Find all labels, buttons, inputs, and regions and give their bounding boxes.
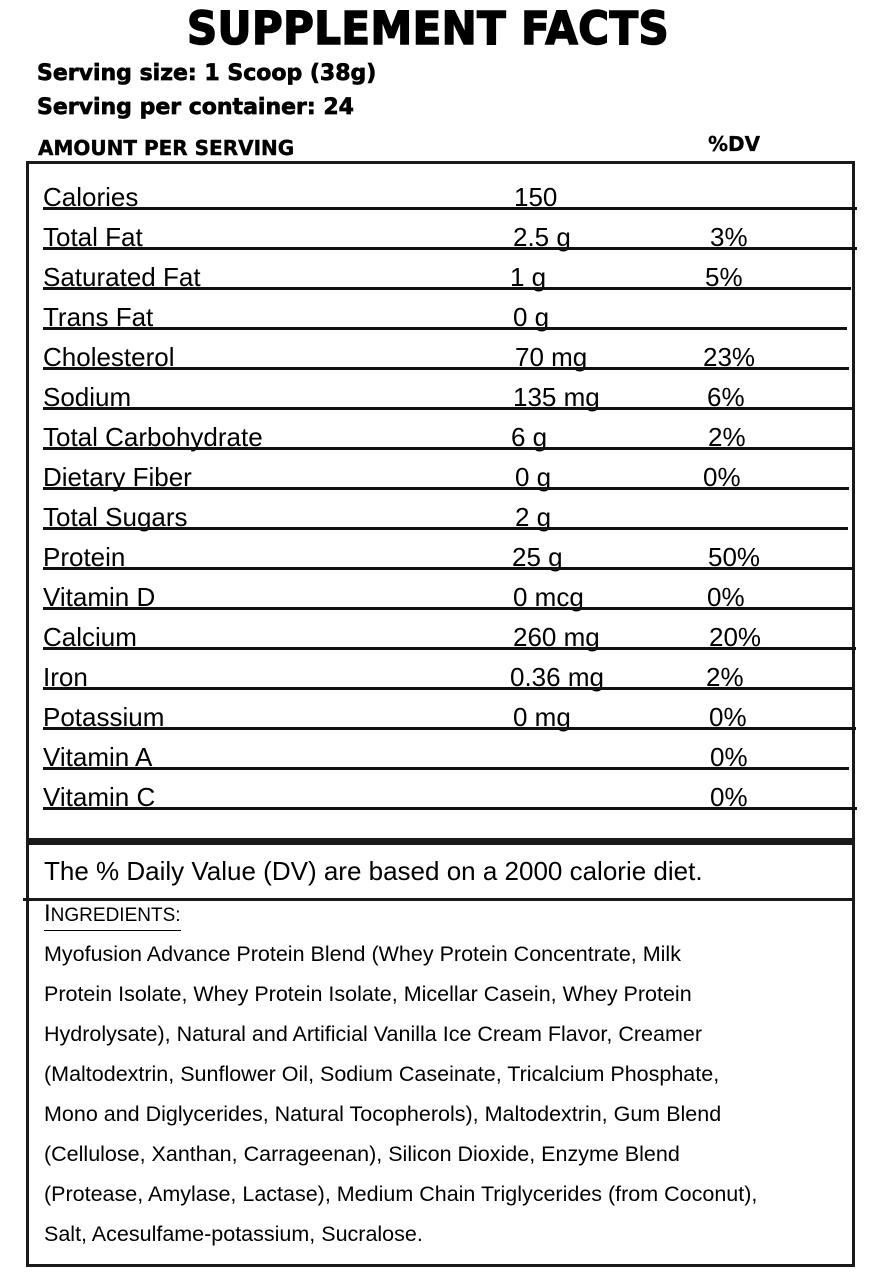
nutrient-row: Iron 0.36 mg 2% bbox=[0, 648, 880, 692]
row-divider bbox=[43, 567, 854, 570]
serving-size: Serving size: 1 Scoop (38g) bbox=[37, 61, 377, 87]
nutrient-row: Dietary Fiber 0 g 0% bbox=[0, 448, 880, 492]
row-divider bbox=[43, 687, 853, 690]
row-divider bbox=[43, 487, 849, 490]
nutrient-row: Sodium 135 mg 6% bbox=[0, 368, 880, 412]
row-divider bbox=[43, 407, 853, 410]
ingredients-line: Myofusion Advance Protein Blend (Whey Pr… bbox=[44, 942, 681, 966]
nutrient-row: Potassium 0 mg 0% bbox=[0, 688, 880, 732]
nutrient-row: Vitamin C 0% bbox=[0, 768, 880, 812]
ingredients-heading: INGREDIENTS: bbox=[44, 900, 181, 931]
row-divider bbox=[43, 287, 851, 290]
nutrient-row: Vitamin D 0 mcg 0% bbox=[0, 568, 880, 612]
ingredients-line: Mono and Diglycerides, Natural Tocophero… bbox=[44, 1102, 722, 1126]
thick-divider bbox=[29, 838, 852, 845]
ingredients-line: (Maltodextrin, Sunflower Oil, Sodium Cas… bbox=[44, 1062, 720, 1086]
row-divider bbox=[43, 527, 848, 530]
nutrient-row: Trans Fat 0 g bbox=[0, 288, 880, 332]
row-divider bbox=[43, 607, 854, 610]
ingredients-line: Hydrolysate), Natural and Artificial Van… bbox=[44, 1022, 702, 1046]
nutrient-row: Total Sugars 2 g bbox=[0, 488, 880, 532]
row-divider bbox=[43, 727, 856, 730]
nutrient-row: Total Fat 2.5 g 3% bbox=[0, 208, 880, 252]
ingredients-line: (Cellulose, Xanthan, Carrageenan), Silic… bbox=[44, 1142, 680, 1166]
daily-value-heading: %DV bbox=[708, 132, 761, 156]
nutrient-row: Calcium 260 mg 20% bbox=[0, 608, 880, 652]
nutrient-row: Total Carbohydrate 6 g 2% bbox=[0, 408, 880, 452]
row-divider bbox=[43, 647, 856, 650]
row-divider bbox=[43, 807, 857, 810]
row-divider bbox=[43, 767, 849, 770]
label-title: SUPPLEMENT FACTS bbox=[186, 1, 670, 56]
nutrient-row: Vitamin A 0% bbox=[0, 728, 880, 772]
ingredients-line: (Protease, Amylase, Lactase), Medium Cha… bbox=[44, 1182, 758, 1206]
row-divider bbox=[43, 447, 855, 450]
row-divider bbox=[43, 247, 857, 250]
row-divider bbox=[43, 327, 847, 330]
ingredients-line: Protein Isolate, Whey Protein Isolate, M… bbox=[44, 982, 692, 1006]
ingredients-line: Salt, Acesulfame-potassium, Sucralose. bbox=[44, 1222, 423, 1246]
facts-table-border bbox=[26, 161, 855, 1267]
nutrient-row: Cholesterol 70 mg 23% bbox=[0, 328, 880, 372]
amount-per-serving-heading: AMOUNT PER SERVING bbox=[38, 136, 295, 160]
nutrient-row: Protein 25 g 50% bbox=[0, 528, 880, 572]
nutrient-row: Calories 150 bbox=[0, 168, 880, 212]
servings-per-container: Serving per container: 24 bbox=[37, 95, 355, 121]
daily-value-footnote: The % Daily Value (DV) are based on a 20… bbox=[44, 856, 703, 886]
nutrient-row: Saturated Fat 1 g 5% bbox=[0, 248, 880, 292]
footnote-divider bbox=[23, 898, 852, 901]
row-divider bbox=[43, 367, 849, 370]
row-divider bbox=[43, 207, 857, 210]
